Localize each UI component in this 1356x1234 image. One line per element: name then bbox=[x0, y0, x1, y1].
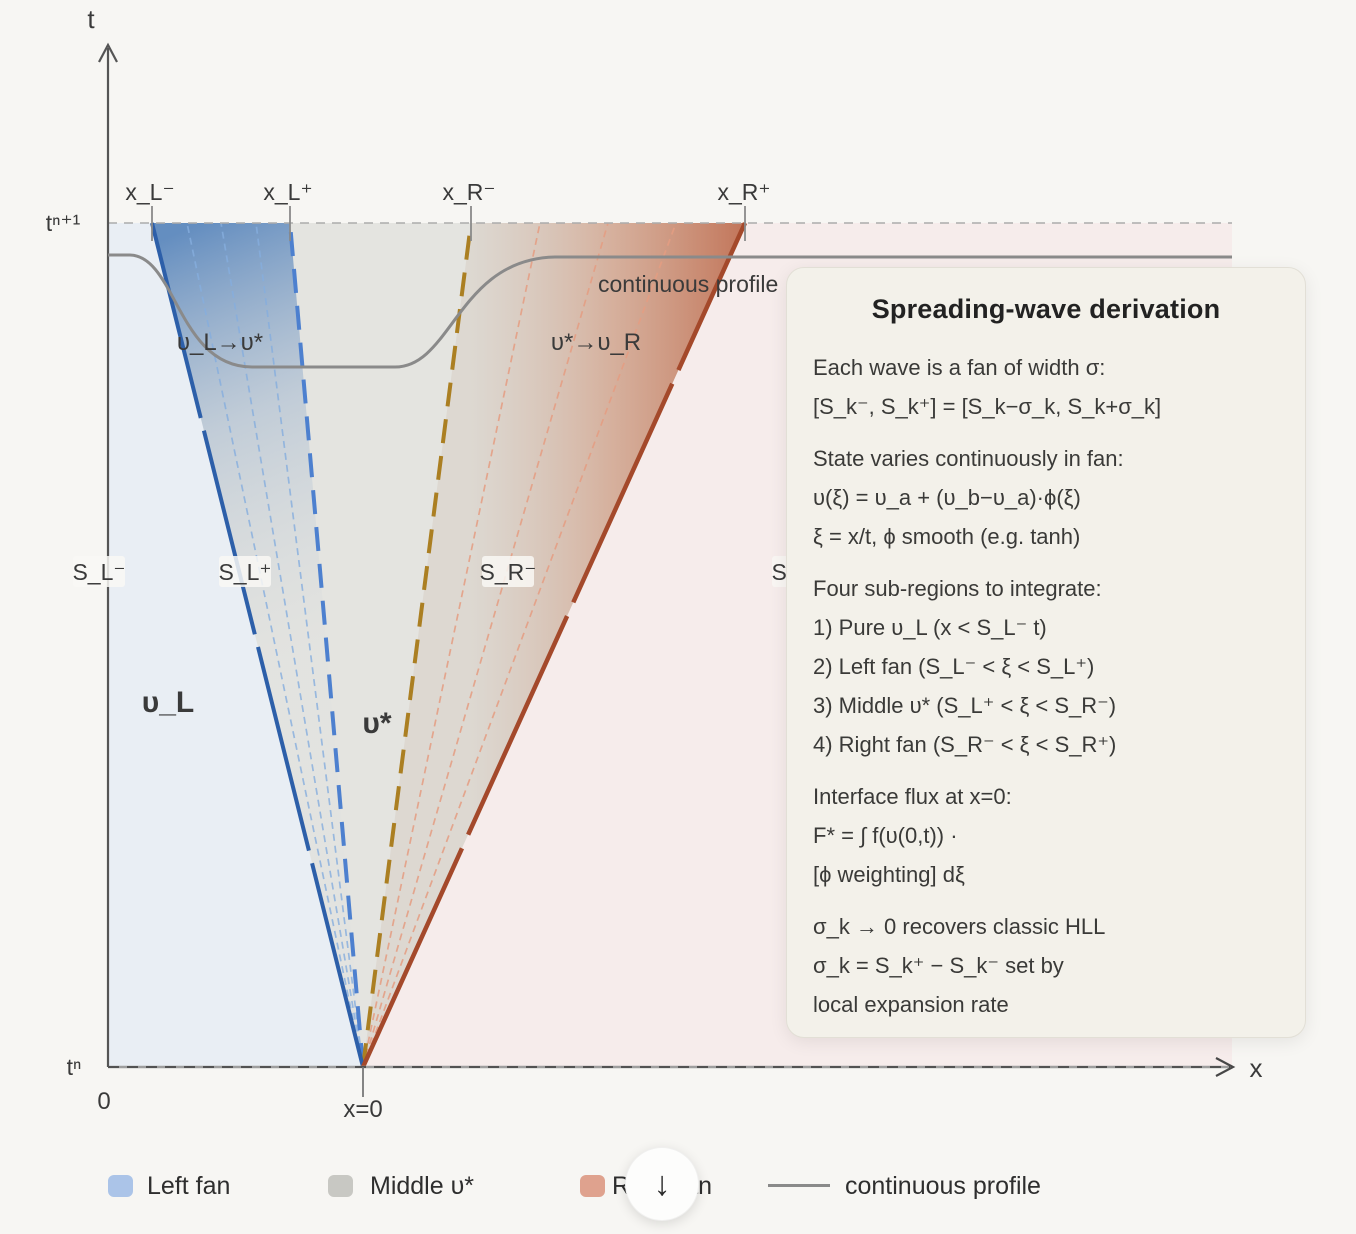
legend-swatch-left-fan bbox=[108, 1175, 133, 1197]
wave-s-l-plus bbox=[288, 222, 365, 1068]
panel-line: F* = ∫ f(υ(0,t)) · bbox=[813, 823, 958, 848]
t-axis-label: t bbox=[87, 4, 95, 34]
x-r-minus-label: x_R⁻ bbox=[442, 179, 495, 205]
t-np1-label: tⁿ⁺¹ bbox=[46, 210, 81, 236]
t-n-label: tⁿ bbox=[67, 1054, 82, 1080]
panel-line: ξ = x/t, ϕ smooth (e.g. tanh) bbox=[813, 524, 1081, 549]
s-l-plus-label: S_L⁺ bbox=[218, 559, 271, 585]
transition-right-label: υ*→υ_R bbox=[551, 329, 641, 356]
panel-line: Four sub-regions to integrate: bbox=[813, 576, 1102, 601]
scroll-down-button[interactable]: ↓ bbox=[625, 1147, 699, 1221]
panel-line: σ_k = S_k⁺ − S_k⁻ set by bbox=[813, 953, 1064, 978]
panel-title: Spreading-wave derivation bbox=[871, 294, 1221, 324]
legend-swatch-middle bbox=[328, 1175, 353, 1197]
panel-line: local expansion rate bbox=[813, 992, 1009, 1017]
legend-label-left-fan: Left fan bbox=[147, 1172, 231, 1200]
legend-swatch-right-fan bbox=[580, 1175, 605, 1197]
x-l-plus-label: x_L⁺ bbox=[263, 179, 312, 205]
panel-paragraph: Interface flux at x=0: F* = ∫ f(υ(0,t)) … bbox=[813, 777, 1279, 894]
derivation-panel: Spreading-wave derivation Each wave is a… bbox=[786, 267, 1306, 1038]
s-r-minus-label: S_R⁻ bbox=[480, 559, 537, 585]
wave-s-r-plus bbox=[360, 222, 748, 1068]
interface-label: x=0 bbox=[343, 1096, 382, 1123]
u-left-label: υ_L bbox=[142, 686, 194, 719]
panel-paragraph: Four sub-regions to integrate: 1) Pure υ… bbox=[813, 569, 1279, 764]
region-u-left bbox=[108, 223, 363, 1067]
panel-line: [ϕ weighting] dξ bbox=[813, 862, 965, 887]
panel-line: 2) Left fan (S_L⁻ < ξ < S_L⁺) bbox=[813, 654, 1095, 679]
panel-line: 4) Right fan (S_R⁻ < ξ < S_R⁺) bbox=[813, 732, 1117, 757]
x-axis-arrow bbox=[1215, 1057, 1236, 1077]
transition-left-label: υ_L→υ* bbox=[177, 329, 263, 356]
curve-label: continuous profile bbox=[598, 271, 778, 297]
legend-label-continuous-profile: continuous profile bbox=[845, 1172, 1041, 1200]
legend-label-middle: Middle υ* bbox=[370, 1172, 474, 1200]
legend-line-continuous-profile bbox=[768, 1184, 830, 1187]
x-r-plus-label: x_R⁺ bbox=[717, 179, 770, 205]
origin-label: 0 bbox=[97, 1088, 110, 1115]
left-fan-rays bbox=[186, 222, 364, 1068]
panel-paragraph: State varies continuously in fan: υ(ξ) =… bbox=[813, 439, 1279, 556]
panel-line: Interface flux at x=0: bbox=[813, 784, 1012, 809]
s-l-minus-label: S_L⁻ bbox=[72, 559, 125, 585]
wave-s-r-minus bbox=[361, 222, 473, 1068]
u-star-label: υ* bbox=[362, 707, 391, 740]
x-axis-label: x bbox=[1250, 1053, 1263, 1083]
x-l-minus-label: x_L⁻ bbox=[125, 179, 174, 205]
panel-paragraph: Each wave is a fan of width σ: [S_k⁻, S_… bbox=[813, 348, 1279, 426]
t-axis-arrow bbox=[98, 42, 118, 63]
right-fan-rays bbox=[362, 222, 677, 1068]
panel-line: υ(ξ) = υ_a + (υ_b−υ_a)·ϕ(ξ) bbox=[813, 485, 1081, 510]
panel-line: State varies continuously in fan: bbox=[813, 446, 1124, 471]
panel-line: 1) Pure υ_L (x < S_L⁻ t) bbox=[813, 615, 1047, 640]
panel-line: 3) Middle υ* (S_L⁺ < ξ < S_R⁻) bbox=[813, 693, 1117, 718]
panel-line: [S_k⁻, S_k⁺] = [S_k−σ_k, S_k+σ_k] bbox=[813, 394, 1162, 419]
panel-line: Each wave is a fan of width σ: bbox=[813, 355, 1106, 380]
panel-paragraph: σ_k → 0 recovers classic HLL σ_k = S_k⁺ … bbox=[813, 907, 1279, 1024]
panel-line: σ_k → 0 recovers classic HLL bbox=[813, 914, 1106, 939]
top-ticks bbox=[151, 206, 746, 241]
wave-s-l-minus bbox=[150, 222, 365, 1068]
continuous-profile-curve bbox=[108, 253, 1232, 369]
arrow-down-icon: ↓ bbox=[653, 1165, 671, 1203]
